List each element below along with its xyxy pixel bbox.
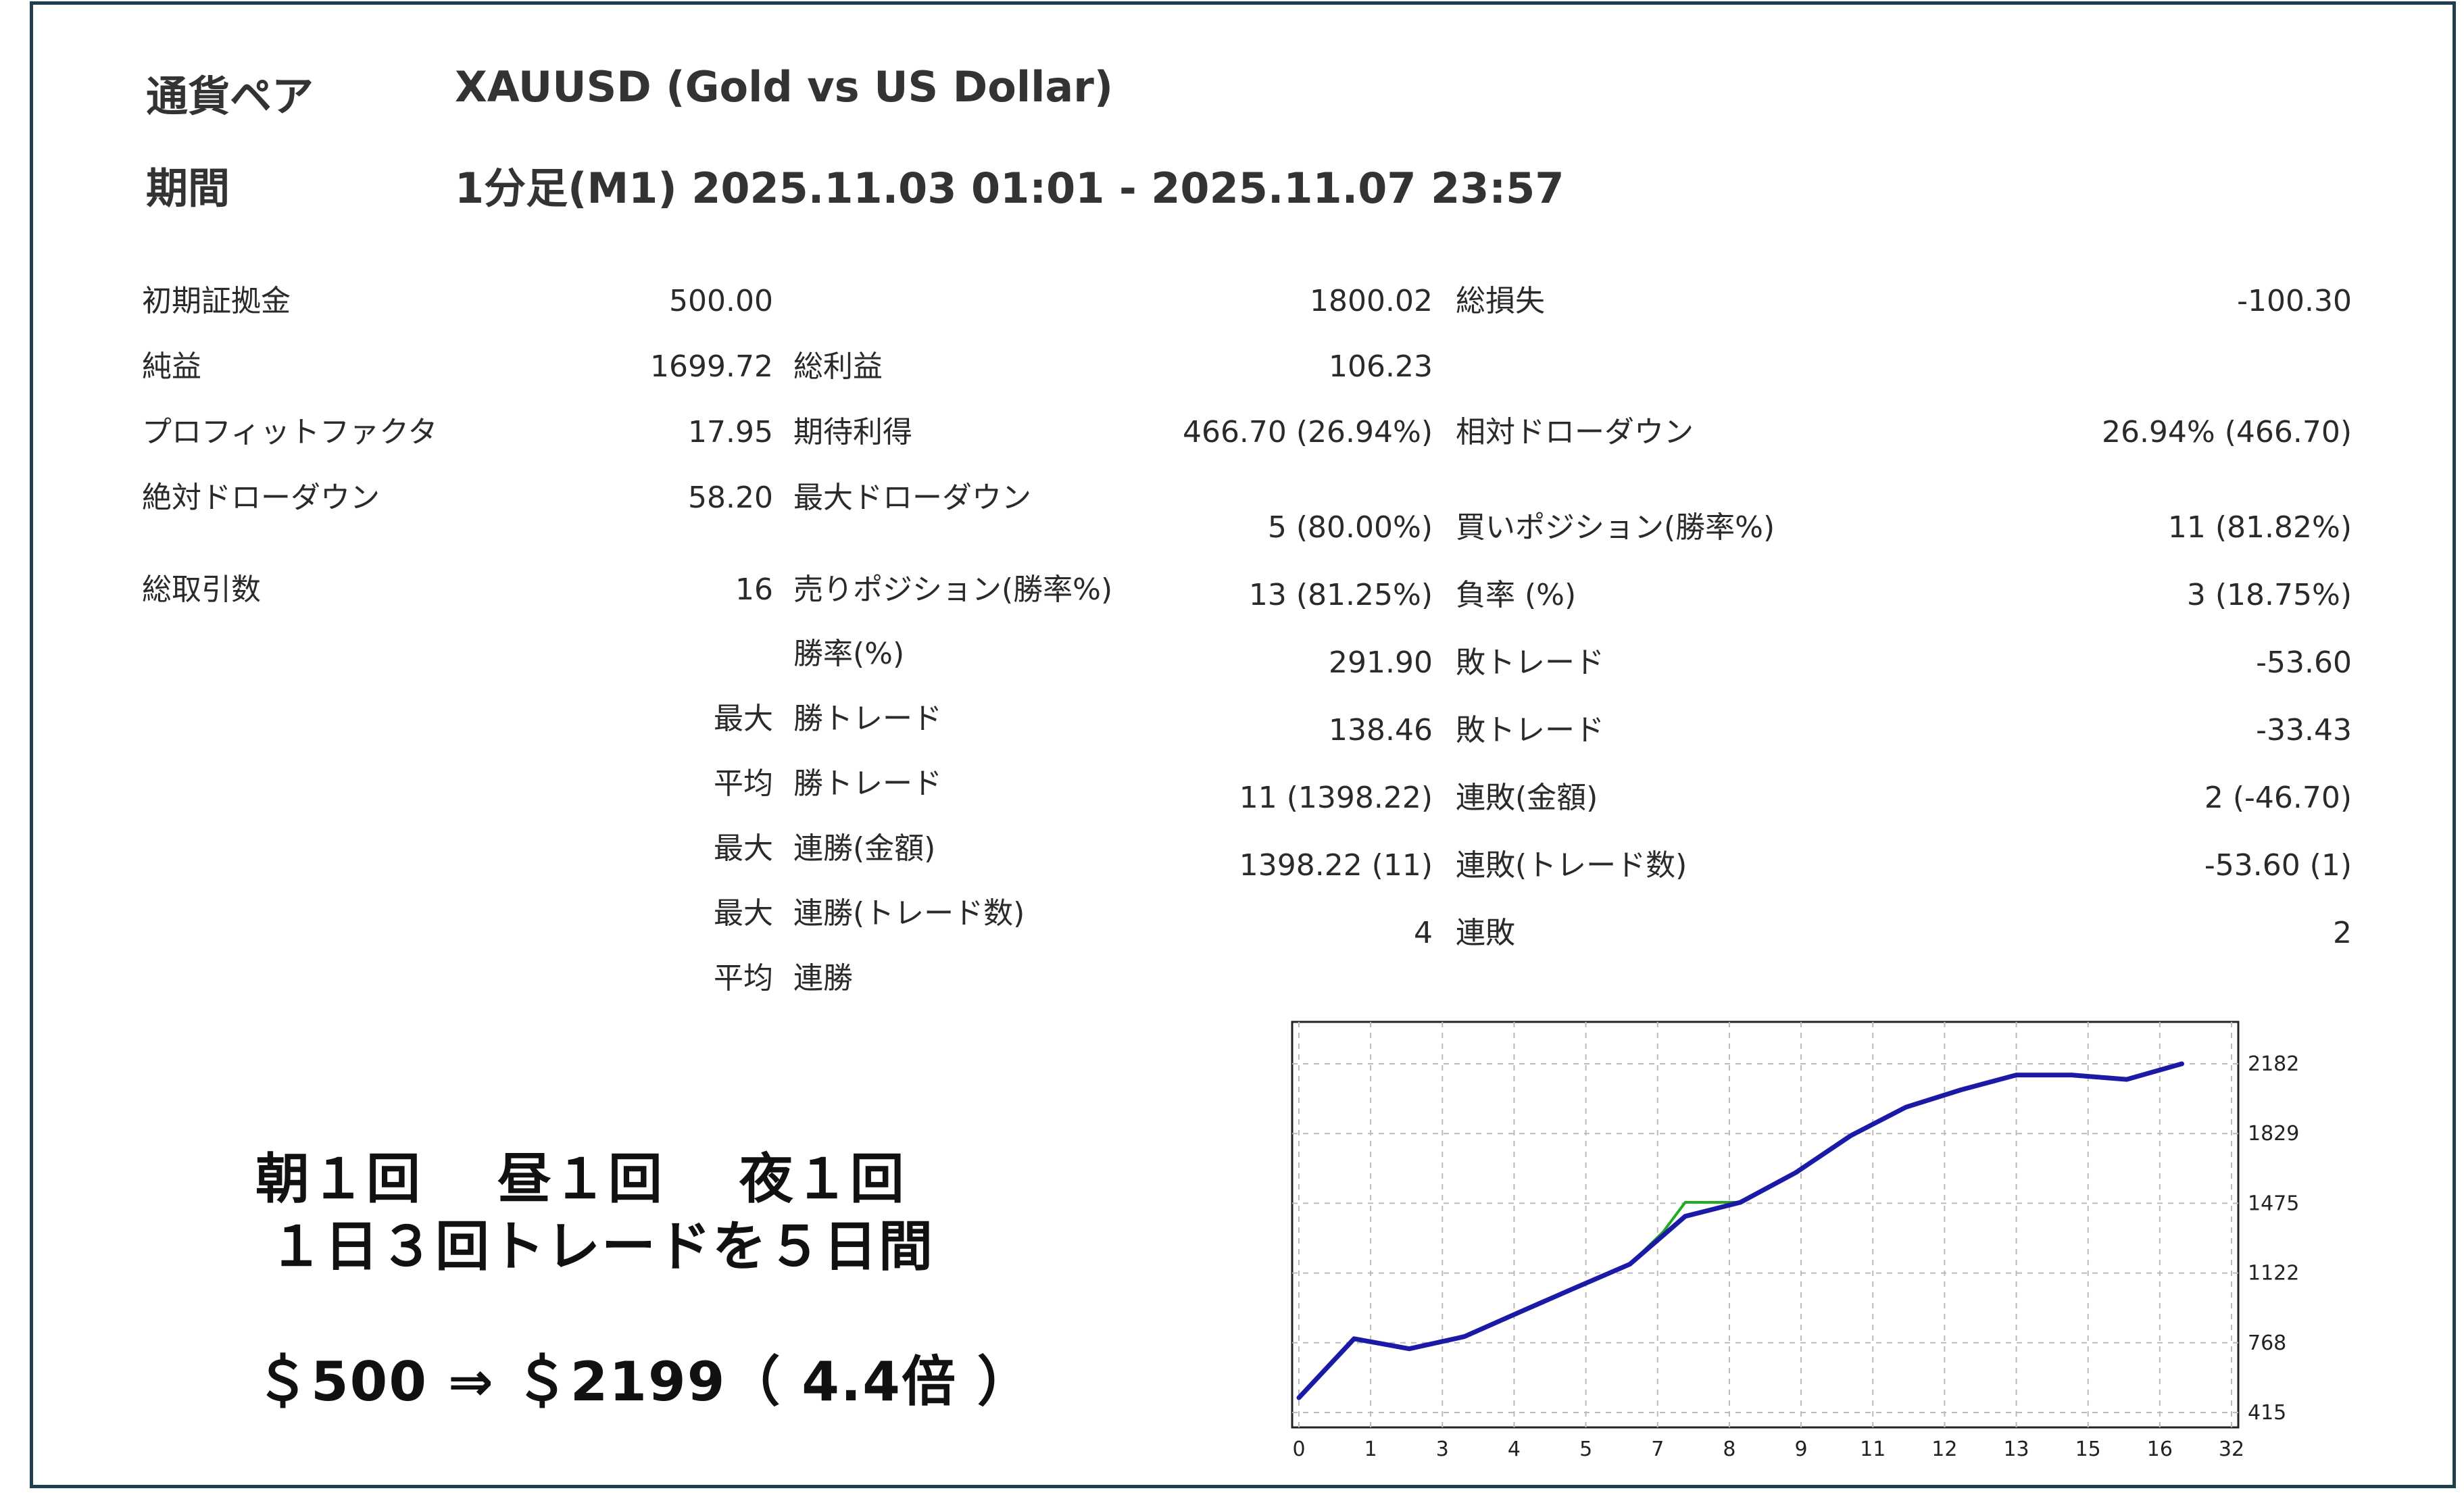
col1-label: 絶対ドローダウン [142, 481, 380, 515]
col2-label: 連勝(金額) [793, 831, 936, 866]
col3-value: -53.60 [2256, 645, 2352, 680]
x-tick-label: 4 [1508, 1438, 1521, 1461]
col3-value: -53.60 (1) [2204, 848, 2352, 883]
col1-value: 1699.72 [650, 349, 773, 384]
col2-label: 総利益 [793, 349, 883, 384]
col1-label: 純益 [142, 349, 201, 384]
col3-value: 26.94% (466.70) [2101, 415, 2352, 449]
chart-plot-area [1291, 1021, 2240, 1429]
col1-value: 58.20 [688, 481, 773, 515]
y-tick-label: 768 [2248, 1331, 2286, 1355]
sub-label: 平均 [714, 961, 773, 996]
col2-value: 5 (80.00%) [1267, 510, 1433, 545]
col3-value: 3 (18.75%) [2186, 578, 2352, 612]
x-tick-label: 7 [1651, 1438, 1664, 1461]
sub-label: 最大 [714, 831, 773, 866]
col2-label: 勝トレード [793, 766, 942, 801]
sub-label: 最大 [714, 702, 773, 736]
x-tick-label: 13 [2003, 1438, 2029, 1461]
x-tick-label: 0 [1292, 1438, 1305, 1461]
col3-value: -100.30 [2237, 284, 2352, 318]
x-tick-label: 1 [1364, 1438, 1377, 1461]
y-tick-label: 1475 [2248, 1192, 2299, 1215]
col2-value: 138.46 [1329, 713, 1433, 747]
x-tick-label: 32 [2219, 1438, 2244, 1461]
col3-label: 総損失 [1456, 284, 1545, 318]
col2-value: 106.23 [1329, 349, 1433, 384]
col2-value: 291.90 [1329, 645, 1433, 680]
y-tick-label: 2182 [2248, 1052, 2299, 1076]
col3-label: 連敗(トレード数) [1456, 848, 1687, 883]
col1-value: 16 [735, 572, 773, 607]
x-tick-label: 16 [2147, 1438, 2173, 1461]
col2-label: 連勝(トレード数) [793, 896, 1025, 931]
period-value: 1分足(M1) 2025.11.03 01:01 - 2025.11.07 23… [455, 164, 1564, 213]
x-tick-label: 11 [1860, 1438, 1886, 1461]
sub-label: 最大 [714, 896, 773, 931]
col2-label: 勝トレード [793, 702, 942, 736]
note-line-2: １日３回トレードを５日間 [269, 1215, 934, 1278]
x-tick-label: 12 [1931, 1438, 1957, 1461]
col1-label: プロフィットファクタ [142, 415, 438, 449]
col3-value: 2 [2333, 916, 2352, 950]
col1-label: 総取引数 [142, 572, 261, 607]
note-line-3: ＄500 ⇒ ＄2199（ 4.4倍 ） [255, 1350, 1033, 1413]
pair-label: 通貨ペア [146, 72, 314, 121]
col2-label: 最大ドローダウン [793, 481, 1031, 515]
col2-value: 4 [1414, 916, 1433, 950]
col3-label: 買いポジション(勝率%) [1456, 510, 1775, 545]
col3-label: 相対ドローダウン [1456, 415, 1694, 449]
col3-label: 連敗 [1456, 916, 1515, 950]
balance-line [1296, 1061, 2184, 1400]
col2-value: 466.70 (26.94%) [1182, 415, 1433, 449]
col1-value: 500.00 [669, 284, 773, 318]
y-tick-label: 415 [2248, 1401, 2286, 1425]
note-line-1: 朝１回 昼１回 夜１回 [255, 1148, 906, 1210]
pair-value: XAUUSD (Gold vs US Dollar) [455, 62, 1114, 112]
col3-value: -33.43 [2256, 713, 2352, 747]
col2-value: 13 (81.25%) [1248, 578, 1433, 612]
col3-value: 11 (81.82%) [2167, 510, 2352, 545]
col1-value: 17.95 [688, 415, 773, 449]
x-tick-label: 15 [2075, 1438, 2101, 1461]
y-tick-label: 1829 [2248, 1122, 2299, 1146]
col3-value: 2 (-46.70) [2204, 781, 2352, 815]
col1-label: 初期証拠金 [142, 284, 291, 318]
col2-label: 期待利得 [793, 415, 912, 449]
col2-value: 1398.22 (11) [1239, 848, 1433, 883]
x-tick-label: 9 [1795, 1438, 1808, 1461]
col2-label: 勝率(%) [793, 637, 905, 671]
period-label: 期間 [146, 164, 230, 213]
col3-label: 敗トレード [1456, 645, 1604, 680]
col3-label: 負率 (%) [1456, 578, 1577, 612]
col3-label: 敗トレード [1456, 713, 1604, 747]
x-tick-label: 5 [1579, 1438, 1592, 1461]
col2-value: 11 (1398.22) [1239, 781, 1433, 815]
x-tick-label: 8 [1723, 1438, 1735, 1461]
col2-label: 売りポジション(勝率%) [793, 572, 1113, 607]
x-tick-label: 3 [1436, 1438, 1449, 1461]
col3-label: 連敗(金額) [1456, 781, 1598, 815]
sub-label: 平均 [714, 766, 773, 801]
col2-value: 1800.02 [1310, 284, 1433, 318]
y-tick-label: 1122 [2248, 1262, 2299, 1285]
col2-label: 連勝 [793, 961, 853, 996]
